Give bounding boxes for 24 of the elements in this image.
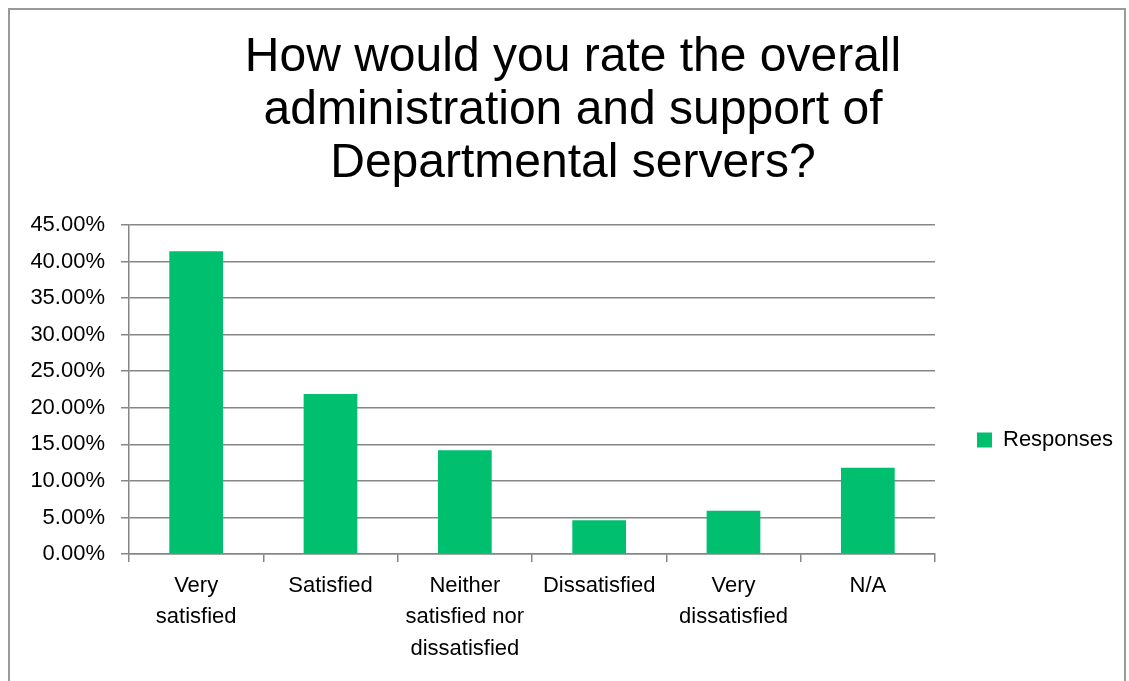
bar bbox=[437, 450, 492, 554]
legend-label: Responses bbox=[1003, 426, 1114, 452]
x-tick-label: Very satisfied bbox=[155, 571, 237, 629]
y-tick-label: 30.00% bbox=[30, 320, 105, 346]
x-tick-label: Dissatisfied bbox=[542, 571, 656, 597]
x-tick-label: N/A bbox=[849, 571, 887, 597]
y-tick-label: 40.00% bbox=[30, 247, 105, 273]
y-tick-label: 15.00% bbox=[30, 430, 105, 456]
x-tick-label: Very dissatisfied bbox=[679, 571, 788, 629]
y-tick-label: 5.00% bbox=[42, 503, 105, 529]
y-tick-label: 45.00% bbox=[30, 211, 105, 237]
y-tick-label: 20.00% bbox=[30, 393, 105, 419]
y-tick-label: 10.00% bbox=[30, 466, 105, 492]
x-tick-label: Satisfied bbox=[288, 571, 373, 597]
bar bbox=[169, 251, 224, 554]
chart-title: How would you rate the overall administration and support of Departmental servers? bbox=[243, 28, 903, 187]
bar bbox=[840, 467, 895, 554]
bar bbox=[303, 393, 358, 554]
bar bbox=[706, 510, 761, 554]
y-tick-label: 0.00% bbox=[42, 540, 105, 566]
x-tick-label: Neither satisfied nor dissatisfied bbox=[405, 571, 525, 660]
y-tick-label: 35.00% bbox=[30, 284, 105, 310]
y-tick-label: 25.00% bbox=[30, 357, 105, 383]
bar bbox=[572, 520, 627, 554]
